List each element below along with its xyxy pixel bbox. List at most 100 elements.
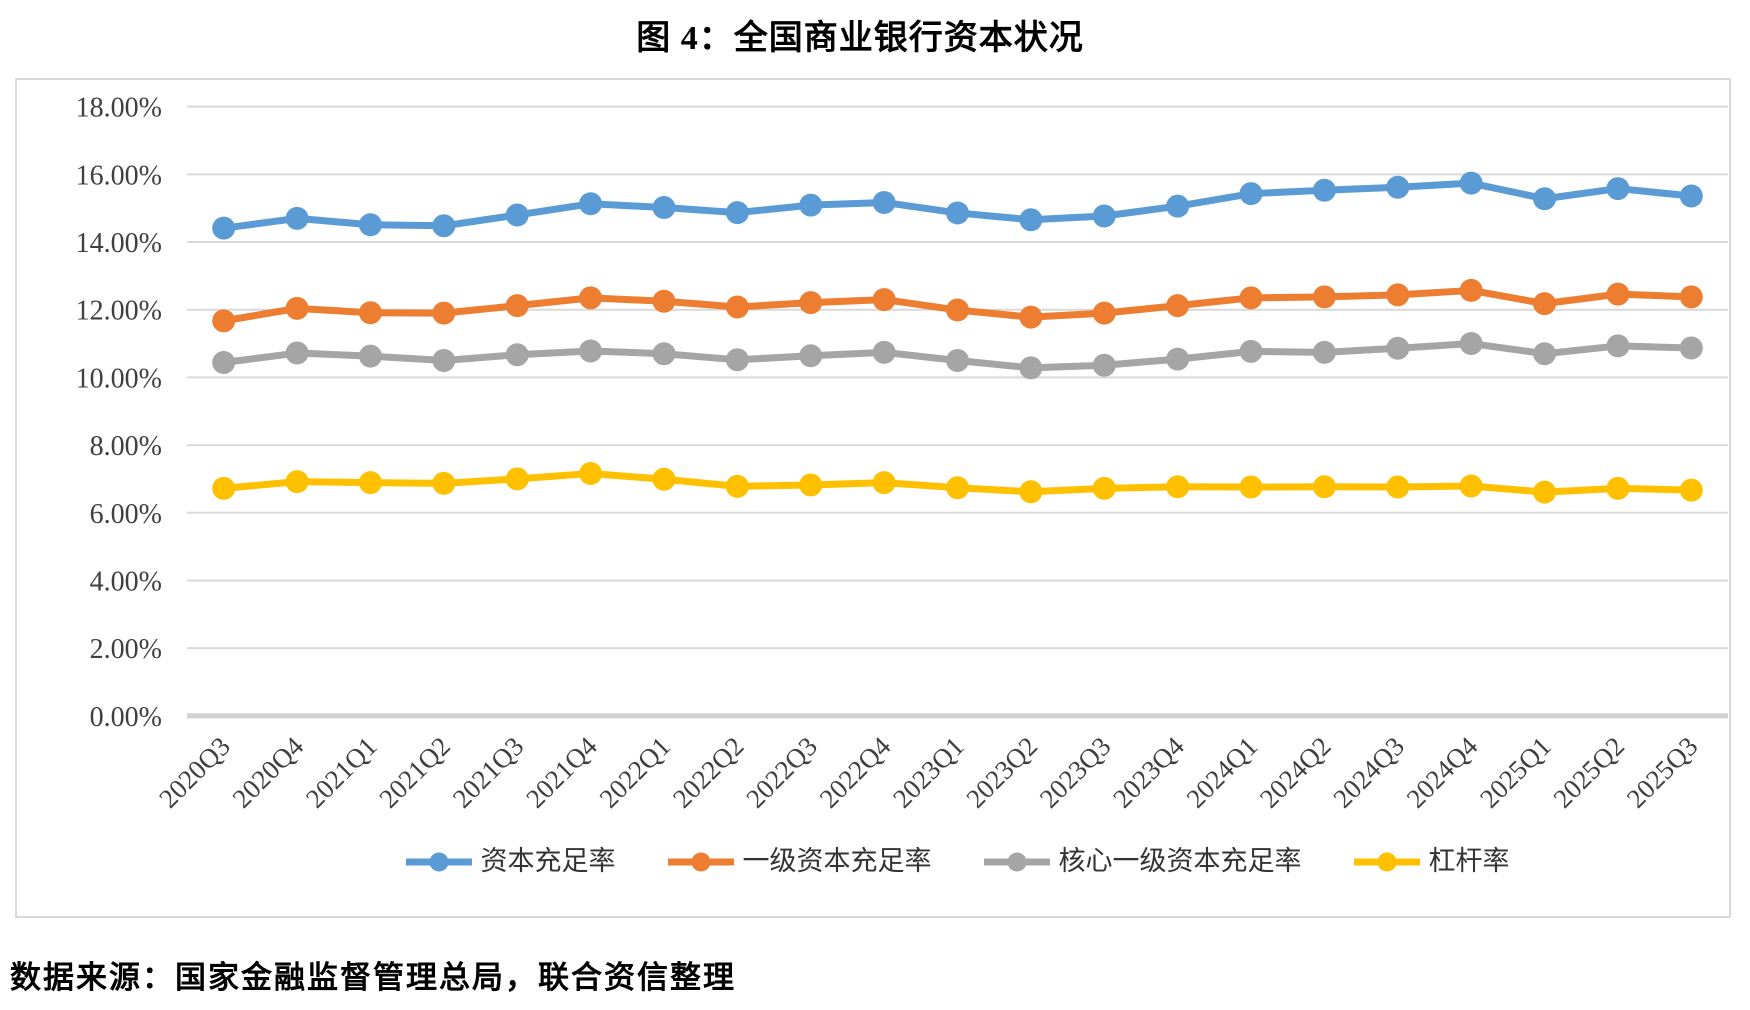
- data-point-marker: [358, 301, 382, 325]
- data-point-marker: [1312, 285, 1336, 309]
- data-point-marker: [1606, 282, 1630, 306]
- legend-item: 一级资本充足率: [667, 846, 932, 876]
- data-point-marker: [212, 351, 236, 375]
- data-point-marker: [1606, 177, 1630, 201]
- y-tick-label: 12.00%: [76, 296, 162, 327]
- data-point-marker: [1166, 347, 1190, 371]
- legend-item: 资本充足率: [405, 846, 616, 876]
- x-tick-label: 2020Q3: [153, 731, 236, 814]
- x-tick-label: 2022Q2: [667, 731, 750, 814]
- data-point-marker: [1459, 171, 1483, 195]
- data-point-marker: [212, 216, 236, 240]
- data-point-marker: [1312, 475, 1336, 499]
- source-note: 数据来源：国家金融监督管理总局，联合资信整理: [10, 960, 736, 995]
- data-point-marker: [358, 471, 382, 495]
- data-point-marker: [1092, 204, 1116, 228]
- data-point-marker: [358, 344, 382, 368]
- x-tick-label: 2024Q1: [1181, 731, 1264, 814]
- data-point-marker: [285, 206, 309, 230]
- x-tick-label: 2023Q1: [887, 731, 970, 814]
- data-point-marker: [799, 344, 823, 368]
- data-point-marker: [1386, 475, 1410, 499]
- x-tick-label: 2024Q3: [1327, 731, 1410, 814]
- y-tick-label: 14.00%: [76, 228, 162, 259]
- data-point-marker: [872, 288, 896, 312]
- data-point-marker: [505, 294, 529, 318]
- data-point-marker: [1386, 283, 1410, 307]
- y-tick-label: 16.00%: [76, 160, 162, 191]
- legend-label: 杠杆率: [1428, 846, 1510, 876]
- chart-title: 图 4：全国商业银行资本状况: [636, 20, 1084, 57]
- data-point-marker: [1019, 305, 1043, 329]
- data-point-marker: [872, 190, 896, 214]
- legend-marker-icon: [667, 852, 734, 871]
- data-point-marker: [579, 192, 603, 216]
- data-point-marker: [946, 298, 969, 322]
- chart-legend: 资本充足率 一级资本充足率 核心一级资本充足率 杠杆率: [187, 848, 1728, 875]
- data-point-marker: [946, 476, 969, 500]
- legend-marker-icon: [983, 852, 1050, 871]
- x-tick-label: 2025Q1: [1474, 731, 1557, 814]
- data-point-marker: [285, 470, 309, 494]
- data-point-marker: [1386, 175, 1410, 199]
- data-point-marker: [1239, 339, 1263, 363]
- y-tick-label: 0.00%: [90, 702, 162, 733]
- data-point-marker: [1533, 342, 1557, 366]
- legend-label: 一级资本充足率: [742, 846, 932, 876]
- data-point-marker: [652, 467, 676, 491]
- x-tick-label: 2021Q4: [520, 731, 603, 814]
- data-point-marker: [505, 343, 529, 367]
- data-point-marker: [505, 203, 529, 227]
- data-point-marker: [212, 476, 236, 500]
- data-point-marker: [1239, 475, 1263, 499]
- data-point-marker: [1459, 474, 1483, 498]
- data-point-marker: [1166, 475, 1190, 499]
- data-point-marker: [799, 473, 823, 497]
- data-point-marker: [1166, 294, 1190, 318]
- x-tick-label: 2023Q3: [1034, 731, 1117, 814]
- data-point-marker: [1092, 476, 1116, 500]
- data-point-marker: [1679, 285, 1703, 309]
- data-point-marker: [285, 341, 309, 365]
- data-point-marker: [1533, 480, 1557, 504]
- data-point-marker: [579, 339, 603, 363]
- x-tick-label: 2024Q4: [1401, 731, 1484, 814]
- data-point-marker: [358, 213, 382, 237]
- data-point-marker: [1459, 332, 1483, 356]
- data-point-marker: [1606, 476, 1630, 500]
- data-point-marker: [505, 467, 529, 491]
- data-point-marker: [1019, 480, 1043, 504]
- data-point-marker: [1312, 178, 1336, 202]
- y-tick-label: 18.00%: [76, 93, 162, 124]
- data-point-marker: [432, 348, 456, 372]
- data-point-marker: [652, 342, 676, 366]
- x-tick-label: 2022Q1: [593, 731, 676, 814]
- x-tick-label: 2023Q2: [960, 731, 1043, 814]
- data-point-marker: [1166, 194, 1190, 218]
- y-tick-label: 6.00%: [90, 499, 162, 530]
- data-point-marker: [725, 348, 749, 372]
- data-point-marker: [1679, 478, 1703, 502]
- data-point-marker: [946, 348, 969, 372]
- x-tick-label: 2021Q2: [373, 731, 456, 814]
- data-point-marker: [652, 289, 676, 313]
- data-point-marker: [1092, 353, 1116, 377]
- data-point-marker: [1459, 278, 1483, 302]
- x-tick-label: 2022Q3: [740, 731, 823, 814]
- y-tick-label: 2.00%: [90, 634, 162, 665]
- data-point-marker: [432, 214, 456, 238]
- data-point-marker: [1092, 301, 1116, 325]
- x-tick-label: 2020Q4: [227, 731, 310, 814]
- data-point-marker: [652, 196, 676, 220]
- y-tick-label: 10.00%: [76, 363, 162, 394]
- legend-item: 杠杆率: [1353, 846, 1510, 876]
- data-point-marker: [946, 201, 969, 225]
- data-point-marker: [579, 462, 603, 486]
- data-point-marker: [872, 340, 896, 364]
- x-tick-label: 2021Q1: [300, 731, 383, 814]
- legend-label: 资本充足率: [480, 846, 616, 876]
- legend-marker-icon: [1353, 852, 1420, 871]
- data-point-marker: [725, 295, 749, 319]
